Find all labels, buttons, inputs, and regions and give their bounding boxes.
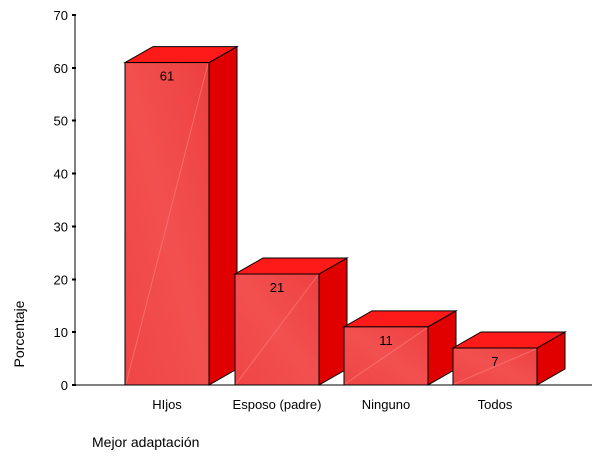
y-tick-label: 50 <box>54 114 68 129</box>
y-tick-label: 0 <box>61 378 68 393</box>
y-tick-label: 60 <box>54 61 68 76</box>
y-axis: 0 10 20 30 40 50 60 70 <box>54 8 76 393</box>
x-tick-label: Esposo (padre) <box>233 397 322 412</box>
bar <box>233 257 349 386</box>
bar <box>451 331 567 386</box>
bar-highlight <box>235 274 319 385</box>
x-tick-label: Ninguno <box>362 397 410 412</box>
bar-side-face <box>318 257 348 386</box>
y-axis-title: Porcentaje <box>11 300 27 367</box>
bar-highlight <box>453 348 537 385</box>
x-tick-label: HIjos <box>152 397 182 412</box>
labels-group: 61 21 11 7 <box>160 69 499 369</box>
bar <box>342 309 458 386</box>
x-axis-title: Mejor adaptación <box>92 434 199 450</box>
bar <box>123 45 239 386</box>
data-label: 61 <box>160 69 174 84</box>
data-label: 21 <box>270 280 284 295</box>
y-tick-label: 20 <box>54 272 68 287</box>
data-label: 11 <box>379 333 393 348</box>
bar-side-face <box>208 45 238 386</box>
bars-group <box>123 45 567 386</box>
y-tick-label: 40 <box>54 167 68 182</box>
bar-highlight <box>125 63 209 385</box>
x-axis: HIjos Esposo (padre) Ninguno Todos <box>75 384 592 412</box>
bar-highlight <box>344 327 428 385</box>
y-tick-label: 70 <box>54 8 68 23</box>
y-tick-label: 30 <box>54 219 68 234</box>
data-label: 7 <box>491 354 498 369</box>
y-tick-label: 10 <box>54 325 68 340</box>
x-tick-label: Todos <box>478 397 513 412</box>
